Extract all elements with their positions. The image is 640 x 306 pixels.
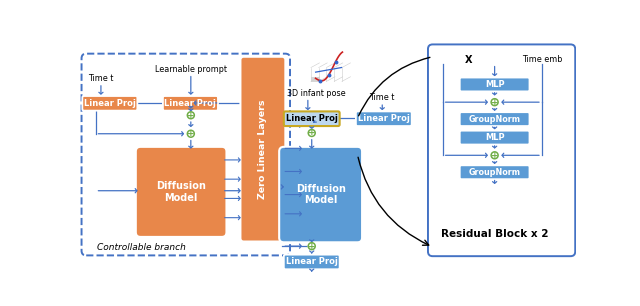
FancyBboxPatch shape xyxy=(284,111,340,126)
Text: +: + xyxy=(308,242,316,251)
FancyBboxPatch shape xyxy=(163,96,218,111)
Text: +: + xyxy=(187,129,195,138)
Text: Diffusion
Model: Diffusion Model xyxy=(296,184,346,205)
FancyBboxPatch shape xyxy=(136,147,227,237)
Text: Linear Proj: Linear Proj xyxy=(164,99,216,108)
Text: GroupNorm: GroupNorm xyxy=(468,115,520,124)
Circle shape xyxy=(188,112,195,119)
Text: Learnable prompt: Learnable prompt xyxy=(155,65,227,73)
Circle shape xyxy=(308,243,316,250)
Circle shape xyxy=(188,130,195,137)
FancyBboxPatch shape xyxy=(460,131,529,144)
Text: GroupNorm: GroupNorm xyxy=(468,168,520,177)
Text: Time t: Time t xyxy=(88,74,114,83)
Text: +: + xyxy=(187,111,195,120)
Text: Time emb: Time emb xyxy=(522,55,562,64)
Circle shape xyxy=(491,99,498,106)
Text: MLP: MLP xyxy=(485,133,504,142)
Text: Linear Proj: Linear Proj xyxy=(358,114,410,123)
FancyBboxPatch shape xyxy=(460,77,529,91)
Text: +: + xyxy=(491,98,499,107)
Text: X: X xyxy=(465,55,473,65)
Text: Time t: Time t xyxy=(369,93,395,102)
Text: Linear Proj: Linear Proj xyxy=(286,114,338,123)
Text: 3D infant pose: 3D infant pose xyxy=(287,89,346,98)
FancyBboxPatch shape xyxy=(356,111,412,126)
FancyBboxPatch shape xyxy=(241,57,285,241)
FancyBboxPatch shape xyxy=(284,255,340,269)
Circle shape xyxy=(491,152,498,159)
Text: Linear Proj: Linear Proj xyxy=(84,99,136,108)
Circle shape xyxy=(308,129,316,136)
Text: MLP: MLP xyxy=(485,80,504,89)
Text: Diffusion
Model: Diffusion Model xyxy=(156,181,206,203)
FancyBboxPatch shape xyxy=(460,112,529,126)
FancyBboxPatch shape xyxy=(460,165,529,179)
Text: +: + xyxy=(491,151,499,160)
Text: Residual Block x 2: Residual Block x 2 xyxy=(441,229,548,239)
Text: Controllable branch: Controllable branch xyxy=(97,243,186,252)
FancyBboxPatch shape xyxy=(279,147,362,242)
FancyBboxPatch shape xyxy=(83,96,138,111)
Text: Zero Linear Layers: Zero Linear Layers xyxy=(259,99,268,199)
Text: Linear Proj: Linear Proj xyxy=(286,257,338,267)
Text: +: + xyxy=(308,129,316,137)
